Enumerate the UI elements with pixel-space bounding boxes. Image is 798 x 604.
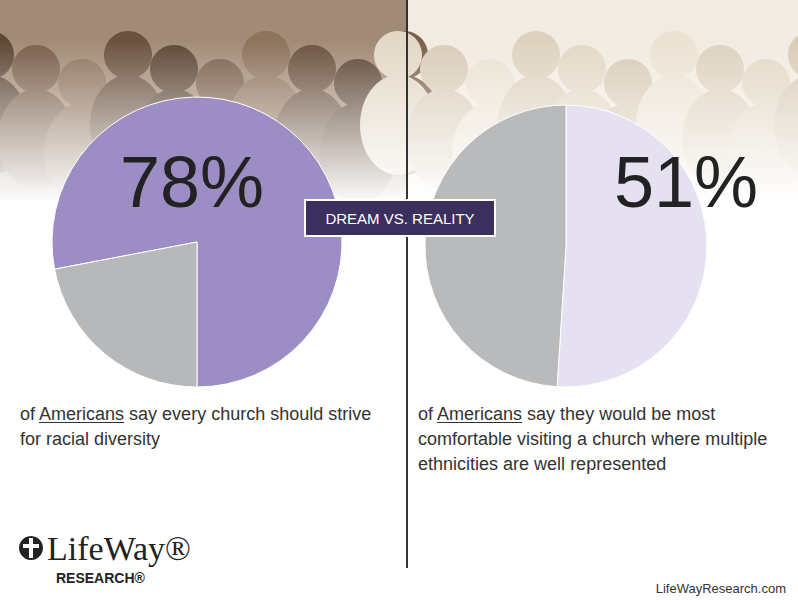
html-text:of Americans say they would be: of Americans say they would be most (418, 404, 716, 424)
svg-text:LifeWayResearch.com: LifeWayResearch.com (656, 581, 786, 596)
html-text:of Americans say every church: of Americans say every church should str… (20, 404, 372, 424)
html-text:ethnicities are well represent: ethnicities are well represented (418, 454, 667, 474)
html-text:comfortable visiting a church: comfortable visiting a church where mult… (418, 429, 768, 449)
svg-text:78%: 78% (120, 142, 264, 222)
svg-text:51%: 51% (614, 142, 758, 222)
svg-text:LifeWay®: LifeWay® (47, 530, 191, 567)
html-text:for racial diversity: for racial diversity (20, 429, 161, 449)
svg-text:RESEARCH®: RESEARCH® (56, 570, 146, 586)
svg-text:DREAM VS. REALITY: DREAM VS. REALITY (325, 210, 474, 227)
